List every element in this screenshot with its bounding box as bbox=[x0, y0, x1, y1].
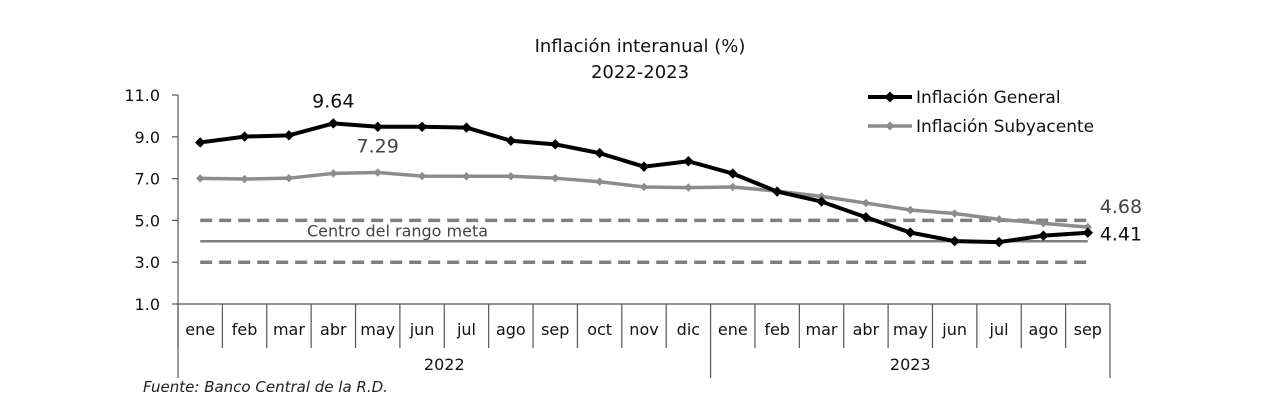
chart-subtitle: 2022-2023 bbox=[591, 62, 689, 83]
data-point-general bbox=[550, 139, 561, 150]
data-point-general bbox=[328, 118, 339, 129]
data-point-general bbox=[860, 212, 872, 223]
x-tick-label: sep bbox=[1074, 320, 1102, 339]
x-tick-label: oct bbox=[587, 320, 612, 339]
data-point-general bbox=[683, 156, 694, 167]
x-tick-label: feb bbox=[232, 320, 258, 339]
data-label: 4.41 bbox=[1100, 224, 1142, 246]
data-point-subyacente bbox=[1039, 219, 1048, 228]
data-label: 7.29 bbox=[357, 136, 399, 158]
data-label: 4.68 bbox=[1100, 196, 1142, 218]
data-point-subyacente bbox=[994, 215, 1004, 224]
y-tick-label: 11.0 bbox=[124, 86, 160, 105]
x-tick-label: dic bbox=[677, 320, 700, 339]
data-point-subyacente bbox=[1083, 222, 1093, 232]
x-tick-label: abr bbox=[320, 320, 347, 339]
x-tick-label: may bbox=[893, 320, 928, 339]
year-group-label: 2023 bbox=[890, 355, 931, 374]
data-point-subyacente bbox=[240, 174, 249, 184]
annotations: 9.64 7.29 4.68 4.41 bbox=[312, 90, 1142, 245]
x-tick-label: ago bbox=[1029, 320, 1059, 339]
x-tick-label: ene bbox=[718, 320, 748, 339]
y-tick-label: 7.0 bbox=[135, 170, 160, 189]
legend: Inflación General Inflación Subyacente bbox=[868, 88, 1094, 137]
data-point-subyacente bbox=[195, 174, 205, 183]
data-point-subyacente bbox=[595, 177, 604, 186]
data-point-general bbox=[638, 161, 650, 172]
y-tick-label: 1.0 bbox=[135, 295, 160, 314]
data-point-general bbox=[905, 227, 916, 238]
data-point-subyacente bbox=[684, 183, 693, 192]
legend-label: Inflación General bbox=[916, 88, 1061, 108]
data-point-subyacente bbox=[284, 173, 294, 183]
data-point-general bbox=[505, 135, 517, 146]
x-tick-label: ene bbox=[185, 320, 215, 339]
data-point-subyacente bbox=[462, 172, 471, 181]
x-tick-label: sep bbox=[541, 320, 569, 339]
data-point-subyacente bbox=[506, 172, 516, 181]
y-tick-label: 9.0 bbox=[135, 128, 160, 147]
y-tick-label: 5.0 bbox=[135, 211, 160, 230]
data-point-general bbox=[816, 196, 827, 207]
data-point-general bbox=[1082, 227, 1094, 238]
data-point-general bbox=[993, 236, 1005, 248]
x-tick-label: mar bbox=[806, 320, 838, 339]
data-point-general bbox=[283, 130, 295, 141]
x-tick-label: abr bbox=[853, 320, 880, 339]
data-point-subyacente bbox=[728, 182, 737, 192]
source-note: Fuente: Banco Central de la R.D. bbox=[143, 378, 388, 396]
x-tick-label: ago bbox=[496, 320, 526, 339]
x-tick-label: may bbox=[360, 320, 395, 339]
data-point-subyacente bbox=[329, 169, 338, 178]
data-label: 9.64 bbox=[312, 90, 354, 112]
data-point-subyacente bbox=[950, 209, 959, 218]
legend-swatch-marker bbox=[885, 121, 895, 131]
data-point-general bbox=[949, 235, 960, 247]
reference-lines: Centro del rango meta bbox=[200, 218, 1088, 264]
data-point-general bbox=[594, 147, 605, 159]
series-lines bbox=[194, 118, 1094, 248]
data-point-general bbox=[194, 137, 206, 148]
data-point-general bbox=[771, 186, 783, 197]
data-point-general bbox=[416, 121, 428, 132]
data-point-general bbox=[1038, 230, 1049, 241]
x-tick-label: jun bbox=[409, 320, 435, 339]
chart-title: Inflación interanual (%) bbox=[535, 36, 746, 57]
y-tick-label: 3.0 bbox=[135, 253, 160, 272]
data-point-general bbox=[372, 121, 383, 132]
data-point-general bbox=[727, 168, 738, 179]
data-point-general bbox=[461, 122, 472, 133]
data-point-subyacente bbox=[861, 198, 871, 208]
data-point-subyacente bbox=[817, 192, 826, 201]
x-tick-label: jun bbox=[941, 320, 967, 339]
data-point-subyacente bbox=[373, 168, 382, 177]
year-group-label: 2022 bbox=[424, 355, 465, 374]
legend-label: Inflación Subyacente bbox=[916, 117, 1094, 137]
x-tick-label: feb bbox=[764, 320, 790, 339]
data-point-subyacente bbox=[906, 205, 915, 215]
x-tick-label: jul bbox=[989, 320, 1009, 339]
x-tick-label: nov bbox=[629, 320, 658, 339]
legend-swatch-marker bbox=[884, 91, 896, 103]
x-tick-label: jul bbox=[456, 320, 476, 339]
data-point-subyacente bbox=[551, 173, 560, 183]
x-tick-label: mar bbox=[273, 320, 305, 339]
data-point-subyacente bbox=[417, 171, 427, 181]
data-point-general bbox=[239, 131, 250, 142]
target-center-label: Centro del rango meta bbox=[307, 221, 488, 240]
data-point-subyacente bbox=[639, 182, 649, 192]
